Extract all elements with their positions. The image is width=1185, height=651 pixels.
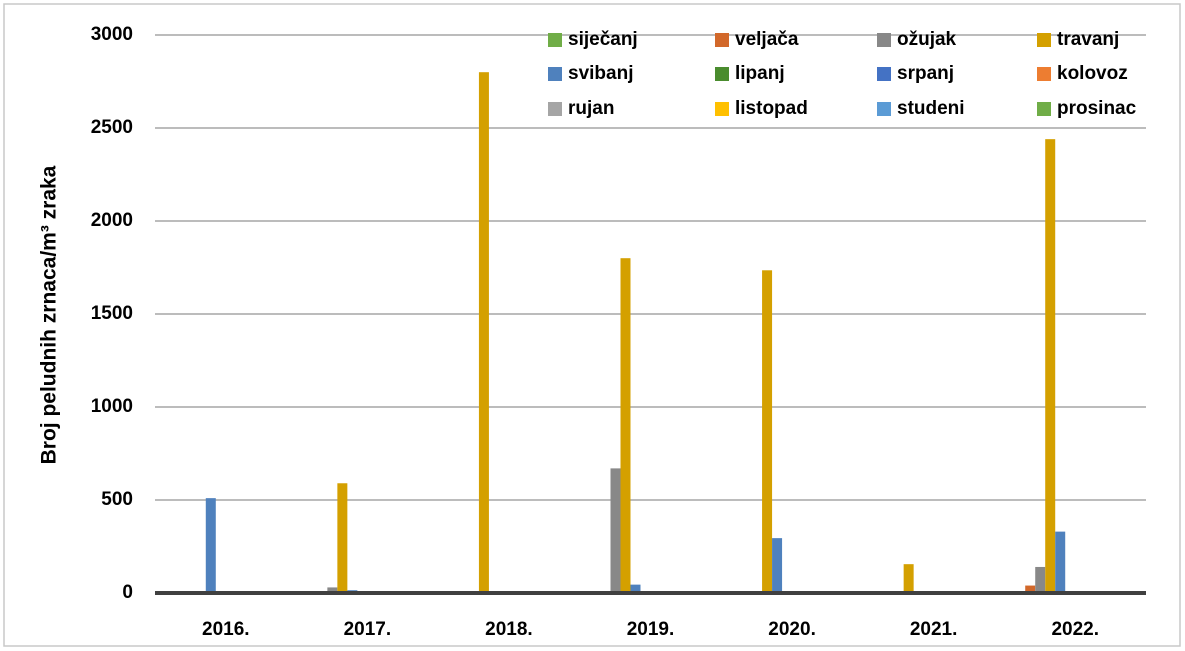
bar [620, 258, 631, 593]
legend-label: ožujak [897, 29, 957, 50]
x-tick-label: 2019. [627, 619, 675, 640]
y-tick-label: 2500 [91, 117, 133, 138]
y-axis-title: Broj peludnih zrnaca/m³ zraka [38, 165, 61, 464]
bar [1055, 531, 1066, 593]
y-tick-label: 0 [122, 582, 133, 603]
legend-swatch [877, 102, 891, 116]
legend-label: studeni [897, 98, 965, 119]
legend-swatch [1037, 102, 1051, 116]
legend-label: srpanj [897, 63, 954, 84]
y-tick-label: 1500 [91, 303, 133, 324]
legend-swatch [548, 67, 562, 81]
bar [610, 468, 621, 593]
legend-label: rujan [568, 98, 614, 119]
legend-label: lipanj [735, 63, 785, 84]
x-tick-label: 2018. [485, 619, 533, 640]
legend-swatch [1037, 67, 1051, 81]
x-tick-label: 2017. [344, 619, 392, 640]
bar [1035, 566, 1046, 593]
legend-swatch [877, 67, 891, 81]
bar [337, 483, 348, 593]
legend-label: listopad [735, 98, 808, 119]
bar [762, 270, 773, 593]
y-tick-label: 1000 [91, 396, 133, 417]
bar [630, 584, 641, 593]
bar [1045, 139, 1056, 593]
bar [772, 538, 783, 593]
legend-swatch [1037, 33, 1051, 47]
legend-label: svibanj [568, 63, 633, 84]
bar [903, 564, 914, 593]
legend-label: travanj [1057, 29, 1119, 50]
y-tick-label: 2000 [91, 210, 133, 231]
legend-swatch [715, 67, 729, 81]
legend-swatch [548, 33, 562, 47]
y-tick-label: 3000 [91, 24, 133, 45]
x-tick-label: 2022. [1051, 619, 1099, 640]
bar [327, 587, 338, 593]
legend-label: veljača [735, 29, 799, 50]
x-tick-label: 2016. [202, 619, 250, 640]
chart-frame [3, 3, 1181, 647]
x-tick-label: 2021. [910, 619, 958, 640]
legend-swatch [715, 33, 729, 47]
bar [205, 498, 216, 593]
legend-label: kolovoz [1057, 63, 1128, 84]
bar [478, 72, 489, 593]
legend-swatch [715, 102, 729, 116]
x-tick-label: 2020. [768, 619, 816, 640]
y-tick-label: 500 [101, 489, 133, 510]
legend-label: prosinac [1057, 98, 1137, 119]
legend-swatch [877, 33, 891, 47]
legend-swatch [548, 102, 562, 116]
bar [1025, 585, 1036, 593]
legend-label: siječanj [568, 29, 638, 50]
